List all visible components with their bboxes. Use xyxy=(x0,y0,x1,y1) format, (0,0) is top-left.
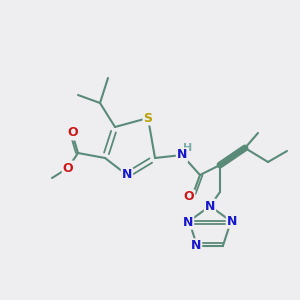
Text: N: N xyxy=(177,148,187,161)
Text: O: O xyxy=(184,190,194,203)
Text: N: N xyxy=(191,239,201,252)
Text: N: N xyxy=(122,169,132,182)
Text: N: N xyxy=(227,215,237,228)
Text: N: N xyxy=(205,200,215,212)
Text: S: S xyxy=(143,112,152,124)
Text: O: O xyxy=(68,127,78,140)
Text: N: N xyxy=(183,216,193,229)
Text: H: H xyxy=(183,143,193,153)
Text: O: O xyxy=(63,161,73,175)
